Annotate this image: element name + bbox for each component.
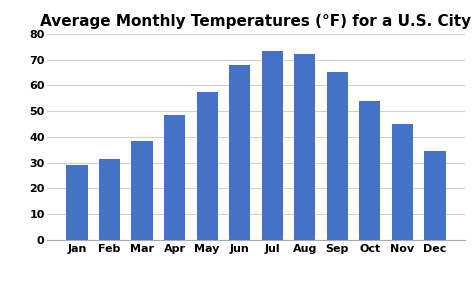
Title: Average Monthly Temperatures (°F) for a U.S. City: Average Monthly Temperatures (°F) for a … xyxy=(40,14,472,28)
Bar xyxy=(327,72,348,240)
Bar xyxy=(392,124,413,240)
Bar xyxy=(99,159,120,240)
Bar xyxy=(164,115,185,240)
Bar xyxy=(424,151,446,240)
Bar xyxy=(131,141,153,240)
Bar xyxy=(197,92,218,240)
Bar xyxy=(229,65,250,240)
Bar xyxy=(294,54,315,240)
Bar xyxy=(66,165,88,240)
Bar xyxy=(359,101,381,240)
Bar xyxy=(262,50,283,240)
